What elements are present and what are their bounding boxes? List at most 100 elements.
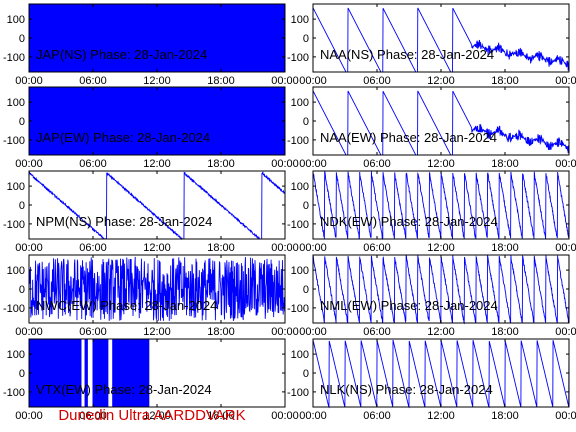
x-tick-label: 06:00 <box>363 75 391 87</box>
x-tick-label: 00:00 <box>555 75 576 87</box>
x-tick-label: 12:00 <box>427 410 455 422</box>
x-tick-label: 00:00 <box>555 242 576 254</box>
y-tick-label: -100 <box>3 52 25 64</box>
data-gap <box>108 339 113 407</box>
phase-panel: 100 0 -100 00:00 06:00 12:00 18:00 00:00 JAP(EW)… <box>3 86 299 170</box>
phase-panel: 100 0 -100 00:00 06:00 12:00 18:00 00:00 NLK(NS)… <box>287 338 576 422</box>
x-tick-label: 00:00 <box>555 158 576 170</box>
x-tick-label: 06:00 <box>363 410 391 422</box>
phase-panel: 100 0 -100 00:00 06:00 12:00 18:00 00:00 NAA(EW)… <box>287 86 576 170</box>
panel-title: NAA(NS) Phase: 28-Jan-2024 <box>320 47 494 62</box>
panel-title: NDK(EW) Phase: 28-Jan-2024 <box>320 214 498 229</box>
x-tick-label: 12:00 <box>143 75 171 87</box>
x-tick-label: 00:00 <box>271 75 299 87</box>
x-tick-label: 00:00 <box>299 326 327 338</box>
x-tick-label: 18:00 <box>207 410 235 422</box>
y-tick-label: 0 <box>303 284 309 296</box>
x-tick-label: 06:00 <box>79 242 107 254</box>
x-tick-label: 00:00 <box>271 158 299 170</box>
x-tick-label: 06:00 <box>79 326 107 338</box>
y-tick-label: 100 <box>291 349 309 361</box>
phase-panel: 100 0 -100 00:00 06:00 12:00 18:00 00:00 VTX(EW)… <box>3 338 299 422</box>
y-tick-label: -100 <box>287 387 309 399</box>
y-tick-label: 0 <box>303 33 309 45</box>
x-tick-label: 18:00 <box>491 158 519 170</box>
x-tick-label: 00:00 <box>299 75 327 87</box>
phase-trace-line <box>312 170 570 240</box>
x-tick-label: 00:00 <box>299 410 327 422</box>
x-tick-label: 00:00 <box>271 410 299 422</box>
y-tick-label: 0 <box>303 200 309 212</box>
y-tick-label: 100 <box>7 349 25 361</box>
trace-fill <box>29 87 285 155</box>
x-tick-label: 00:00 <box>15 158 43 170</box>
y-tick-label: 0 <box>19 284 25 296</box>
phase-panel: 100 0 -100 00:00 06:00 12:00 18:00 00:00 NAA(NS)… <box>287 3 576 87</box>
y-tick-label: 100 <box>291 181 309 193</box>
x-tick-label: 18:00 <box>491 242 519 254</box>
y-tick-label: -100 <box>287 52 309 64</box>
x-tick-label: 18:00 <box>207 326 235 338</box>
y-tick-label: -100 <box>3 135 25 147</box>
x-tick-label: 06:00 <box>79 158 107 170</box>
y-tick-label: 100 <box>7 181 25 193</box>
data-gap <box>81 339 85 407</box>
x-tick-label: 18:00 <box>491 410 519 422</box>
data-gap <box>149 339 285 407</box>
y-tick-label: 100 <box>291 97 309 109</box>
x-tick-label: 12:00 <box>427 158 455 170</box>
x-tick-label: 00:00 <box>15 326 43 338</box>
x-tick-label: 18:00 <box>491 326 519 338</box>
x-tick-label: 06:00 <box>79 410 107 422</box>
x-tick-label: 00:00 <box>271 242 299 254</box>
x-tick-label: 18:00 <box>207 242 235 254</box>
x-tick-label: 12:00 <box>143 158 171 170</box>
panel-title: VTX(EW) Phase: 28-Jan-2024 <box>36 382 212 397</box>
x-tick-label: 06:00 <box>363 326 391 338</box>
y-tick-label: 100 <box>291 265 309 277</box>
panel-title: NWC(EW) Phase: 28-Jan-2024 <box>36 298 217 313</box>
panel-title: NAA(EW) Phase: 28-Jan-2024 <box>320 130 497 145</box>
y-tick-label: -100 <box>287 219 309 231</box>
x-tick-label: 18:00 <box>491 75 519 87</box>
x-tick-label: 00:00 <box>299 242 327 254</box>
x-tick-label: 00:00 <box>555 410 576 422</box>
x-tick-label: 18:00 <box>207 158 235 170</box>
trace-fill <box>29 4 285 72</box>
y-tick-label: 0 <box>19 368 25 380</box>
y-tick-label: 0 <box>19 116 25 128</box>
x-tick-label: 12:00 <box>143 326 171 338</box>
x-tick-label: 00:00 <box>15 242 43 254</box>
x-tick-label: 12:00 <box>427 75 455 87</box>
panel-title: JAP(EW) Phase: 28-Jan-2024 <box>36 130 210 145</box>
y-tick-label: -100 <box>3 219 25 231</box>
panels-group: 100 0 -100 00:00 06:00 12:00 18:00 00:00 JAP(NS)… <box>3 3 576 422</box>
phase-trace-line <box>28 256 286 321</box>
phase-trace-line <box>312 7 570 73</box>
x-tick-label: 00:00 <box>271 326 299 338</box>
y-tick-label: -100 <box>287 303 309 315</box>
data-gap <box>87 339 93 407</box>
x-tick-label: 00:00 <box>15 410 43 422</box>
y-tick-label: -100 <box>3 303 25 315</box>
y-tick-label: -100 <box>3 387 25 399</box>
y-tick-label: -100 <box>287 135 309 147</box>
y-tick-label: 100 <box>291 14 309 26</box>
y-tick-label: 0 <box>19 33 25 45</box>
phase-panel: 100 0 -100 00:00 06:00 12:00 18:00 00:00 JAP(NS)… <box>3 3 299 87</box>
x-tick-label: 06:00 <box>363 242 391 254</box>
phase-panel: 100 0 -100 00:00 06:00 12:00 18:00 00:00 NWC(EW)… <box>3 254 299 338</box>
x-tick-label: 06:00 <box>363 158 391 170</box>
phase-panel: 100 0 -100 00:00 06:00 12:00 18:00 00:00 NPM(NS)… <box>3 170 299 254</box>
phase-panel: 100 0 -100 00:00 06:00 12:00 18:00 00:00 NML(EW)… <box>287 254 576 338</box>
x-tick-label: 00:00 <box>555 326 576 338</box>
panel-title: NPM(NS) Phase: 28-Jan-2024 <box>36 214 212 229</box>
y-tick-label: 100 <box>7 14 25 26</box>
y-tick-label: 0 <box>303 116 309 128</box>
phase-trace-line <box>28 170 286 241</box>
y-tick-label: 100 <box>7 265 25 277</box>
y-tick-label: 0 <box>303 368 309 380</box>
x-tick-label: 00:00 <box>15 75 43 87</box>
y-tick-label: 100 <box>7 97 25 109</box>
panel-title: NML(EW) Phase: 28-Jan-2024 <box>320 298 498 313</box>
